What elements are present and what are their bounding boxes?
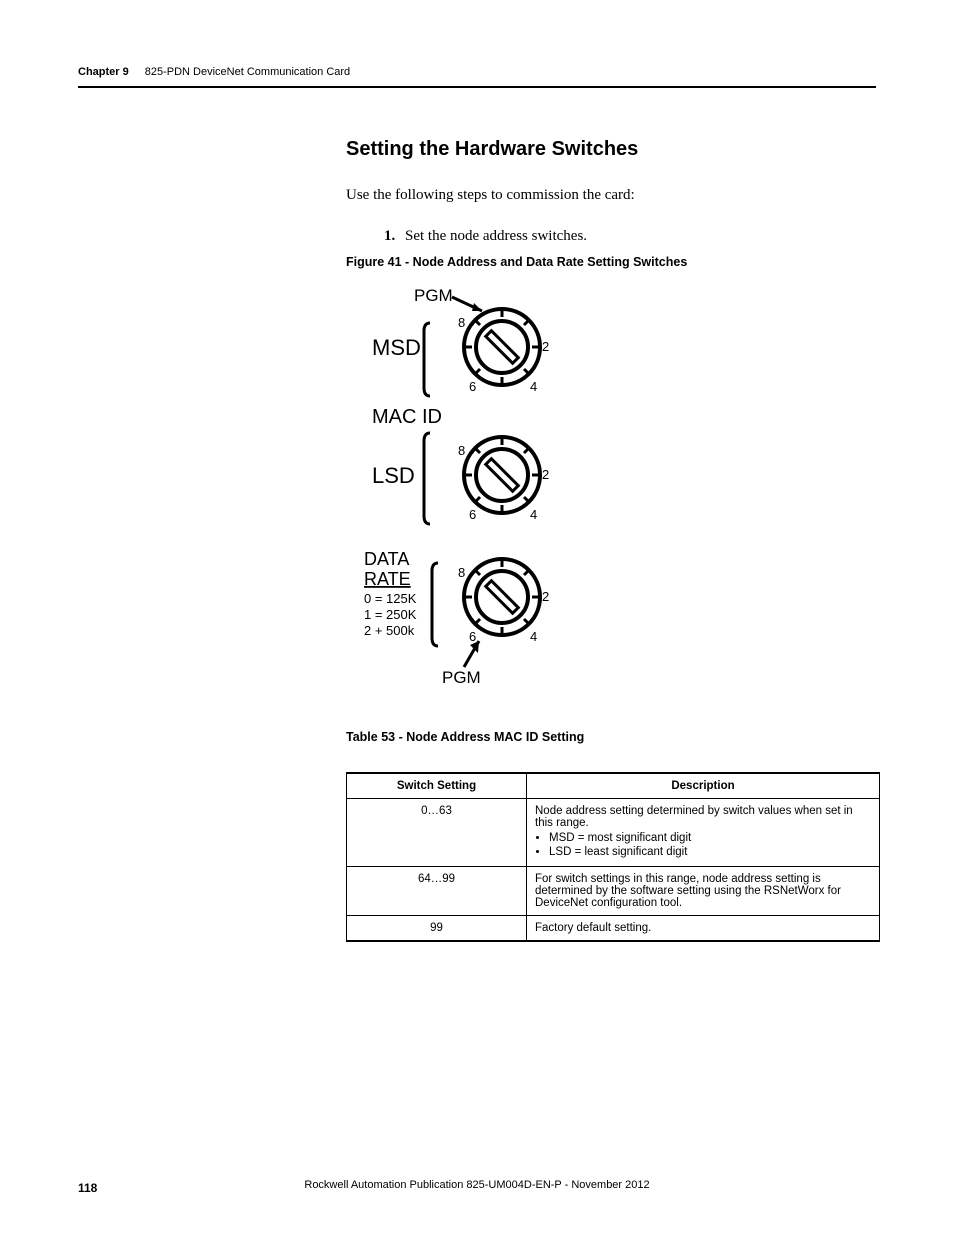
- lsd-label: LSD: [372, 463, 415, 488]
- table-header-setting: Switch Setting: [347, 773, 527, 799]
- setting-cell: 99: [347, 915, 527, 941]
- table-caption: Table 53 - Node Address MAC ID Setting: [346, 730, 880, 744]
- pgm-bottom-label: PGM: [442, 668, 481, 687]
- svg-text:8: 8: [458, 315, 465, 330]
- rate-0-label: 0 = 125K: [364, 591, 417, 606]
- switch-diagram: PGM MSD: [352, 283, 880, 698]
- table-row: 64…99 For switch settings in this range,…: [347, 866, 880, 915]
- list-item: MSD = most significant digit: [549, 831, 871, 845]
- svg-text:2: 2: [542, 467, 549, 482]
- data-label: DATA: [364, 549, 409, 569]
- description-list: MSD = most significant digit LSD = least…: [549, 831, 871, 860]
- svg-text:8: 8: [458, 565, 465, 580]
- svg-text:6: 6: [469, 629, 476, 644]
- description-cell: Factory default setting.: [527, 915, 880, 941]
- rate-2-label: 2 + 500k: [364, 623, 415, 638]
- svg-text:8: 8: [458, 443, 465, 458]
- description-cell: Node address setting determined by switc…: [527, 799, 880, 867]
- settings-table: Switch Setting Description 0…63 Node add…: [346, 772, 880, 942]
- svg-text:4: 4: [530, 629, 537, 644]
- table-header-row: Switch Setting Description: [347, 773, 880, 799]
- svg-text:6: 6: [469, 507, 476, 522]
- msd-bracket: [424, 323, 430, 396]
- rate-label: RATE: [364, 569, 411, 589]
- lsd-dial: 8 2 6 4: [458, 437, 549, 522]
- page-footer: 118 Rockwell Automation Publication 825-…: [78, 1179, 876, 1197]
- svg-text:2: 2: [542, 589, 549, 604]
- intro-text: Use the following steps to commission th…: [346, 187, 880, 204]
- svg-text:2: 2: [542, 339, 549, 354]
- pgm-top-arrowhead: [472, 303, 482, 311]
- svg-text:6: 6: [469, 379, 476, 394]
- section-heading: Setting the Hardware Switches: [346, 138, 880, 161]
- data-rate-bracket: [432, 563, 438, 646]
- table-row: 0…63 Node address setting determined by …: [347, 799, 880, 867]
- page-header: Chapter 9 825-PDN DeviceNet Communicatio…: [78, 62, 876, 88]
- list-item: LSD = least significant digit: [549, 845, 871, 859]
- data-rate-dial: 8 2 6 4: [458, 559, 549, 644]
- setting-cell: 0…63: [347, 799, 527, 867]
- table-header-description: Description: [527, 773, 880, 799]
- figure-caption: Figure 41 - Node Address and Data Rate S…: [346, 255, 880, 269]
- table-row: 99 Factory default setting.: [347, 915, 880, 941]
- chapter-title: 825-PDN DeviceNet Communication Card: [145, 66, 350, 78]
- step-list: 1. Set the node address switches.: [384, 228, 880, 245]
- main-content: Setting the Hardware Switches Use the fo…: [346, 138, 880, 942]
- svg-text:4: 4: [530, 507, 537, 522]
- msd-dial: 8 2 6 4: [458, 309, 549, 394]
- pgm-top-label: PGM: [414, 286, 453, 305]
- lsd-bracket: [424, 433, 430, 524]
- rate-1-label: 1 = 250K: [364, 607, 417, 622]
- chapter-label: Chapter 9: [78, 66, 129, 78]
- page-number: 118: [78, 1181, 97, 1195]
- setting-cell: 64…99: [347, 866, 527, 915]
- step-number: 1.: [384, 228, 395, 244]
- step-item: 1. Set the node address switches.: [384, 228, 880, 245]
- publication-info: Rockwell Automation Publication 825-UM00…: [304, 1179, 649, 1191]
- mac-id-label: MAC ID: [372, 406, 442, 428]
- step-text: Set the node address switches.: [405, 228, 587, 244]
- description-cell: For switch settings in this range, node …: [527, 866, 880, 915]
- switch-diagram-svg: PGM MSD: [352, 283, 612, 693]
- msd-label: MSD: [372, 335, 421, 360]
- svg-text:4: 4: [530, 379, 537, 394]
